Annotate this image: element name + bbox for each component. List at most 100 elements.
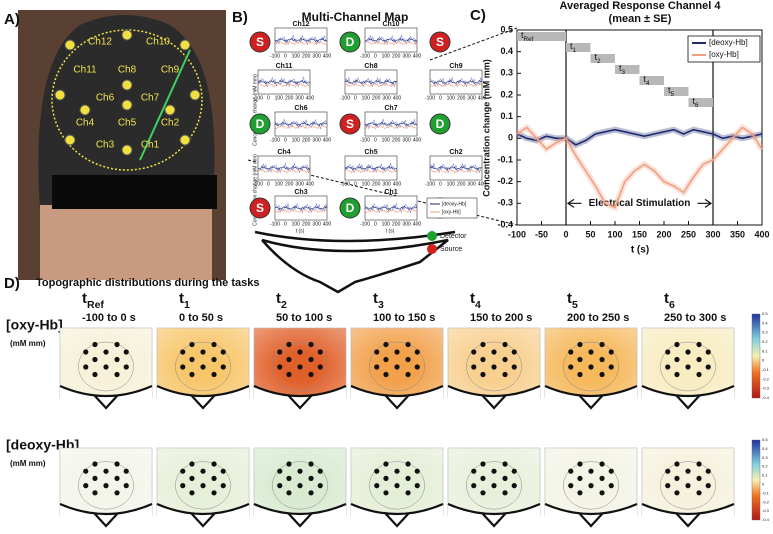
mini-x-tick: 200: [372, 181, 381, 187]
mini-x-tick: 300: [312, 53, 321, 59]
x-tick-label: 350: [730, 229, 745, 239]
optode: [179, 39, 191, 51]
probe-dot: [405, 341, 411, 348]
probe-dot: [405, 475, 411, 481]
window-label: t2: [595, 52, 602, 65]
probe-dot: [374, 468, 380, 474]
probe-dot: [92, 490, 98, 496]
mini-trace: [364, 202, 418, 214]
optode: [64, 39, 76, 51]
head-outline: [156, 384, 250, 410]
mini-plot-title: Ch1: [384, 189, 397, 196]
probe-dot: [103, 483, 109, 489]
probe-dot: [92, 341, 98, 348]
mini-trace: [274, 37, 328, 43]
topo-fade: [448, 328, 540, 398]
optode-letter: D: [346, 35, 355, 49]
column-label: t1: [179, 290, 190, 311]
probe-dot: [608, 364, 614, 370]
probe-dot: [189, 341, 195, 348]
probe-dot: [471, 364, 477, 370]
section-title: Topographic distributions during the tas…: [36, 277, 259, 289]
window-label-main: t: [619, 63, 622, 73]
probe-dot: [511, 483, 517, 489]
mini-trace: [364, 124, 418, 130]
chin-mask: [448, 386, 540, 410]
colorbar-tick: -0.1: [762, 490, 770, 495]
channel-label: Ch10: [146, 37, 170, 48]
head-outline: [447, 384, 541, 410]
source-marker: [249, 197, 271, 219]
connector: [429, 27, 518, 61]
mini-x-tick: 300: [467, 95, 476, 101]
contour: [660, 341, 716, 392]
chin-mask: [157, 504, 249, 528]
probe-dot: [180, 364, 186, 370]
mini-x-tick: 400: [306, 181, 315, 187]
y-tick-label: -0.2: [497, 176, 513, 186]
probe-dot: [674, 461, 680, 467]
mini-x-tick: 400: [478, 95, 487, 101]
detector-label: Detector: [440, 233, 467, 240]
column-range: 100 to 150 s: [373, 312, 435, 324]
head-outline: [641, 502, 735, 528]
probe-dot: [200, 483, 206, 489]
probe-dot: [665, 468, 671, 474]
mini-plot-title: Ch2: [449, 149, 462, 156]
contour: [563, 461, 619, 510]
mini-plot-frame: [364, 27, 418, 53]
window-label-sub: 3: [622, 69, 626, 76]
mini-x-tick: 100: [362, 95, 371, 101]
topo-fade: [642, 328, 734, 398]
mini-x-tick: 300: [295, 95, 304, 101]
mini-x-tick: 100: [275, 95, 284, 101]
mini-x-tick: 400: [323, 221, 332, 227]
window-label: t4: [644, 74, 651, 87]
probe-dot: [502, 356, 508, 363]
mini-x-tick: 200: [372, 95, 381, 101]
mini-x-tick: 300: [382, 181, 391, 187]
probe-dot: [405, 490, 411, 496]
probe-dot: [665, 349, 671, 355]
column-label-main: t: [470, 290, 475, 307]
channel-label: Ch7: [141, 93, 160, 104]
head-outline: [447, 502, 541, 528]
optode: [64, 134, 76, 146]
topo-fade: [254, 328, 346, 398]
chart-title: Averaged Response Channel 4: [560, 0, 722, 12]
mini-x-tick: 100: [382, 53, 391, 59]
colorbar-tick: -0.2: [762, 499, 770, 504]
chin-mask: [60, 504, 152, 528]
y-tick-label: -0.3: [497, 198, 513, 208]
probe-dot: [696, 461, 702, 467]
y-tick-label: 0.5: [500, 24, 513, 34]
probe-dot: [114, 461, 120, 467]
probe-dot: [577, 356, 583, 363]
x-tick-label: 250: [681, 229, 696, 239]
x-tick-label: 300: [705, 229, 720, 239]
mini-plot-title: Ch10: [382, 21, 399, 28]
mini-x-tick: 100: [447, 181, 456, 187]
column-label-sub: 3: [378, 299, 384, 311]
probe-dot: [502, 371, 508, 378]
mini-trace: [429, 168, 483, 174]
probe-dot: [286, 371, 292, 378]
mini-x-tick: 400: [478, 181, 487, 187]
time-window: [688, 98, 713, 107]
optode-letter: S: [436, 35, 444, 49]
optode: [121, 99, 133, 111]
mini-x-tick: 0: [374, 221, 377, 227]
mini-x-tick: 0: [374, 137, 377, 143]
mini-x-tick: 100: [292, 221, 301, 227]
contour: [466, 341, 522, 392]
topo-fade: [545, 328, 637, 398]
optode-letter: S: [256, 201, 264, 215]
contour: [272, 341, 328, 392]
colorbar-tick: 0.2: [762, 339, 768, 344]
mini-x-tick: 100: [382, 137, 391, 143]
probe-dot: [308, 371, 314, 378]
column-label: tRef: [82, 290, 104, 311]
mini-x-tick: 100: [447, 95, 456, 101]
mini-trace: [274, 208, 328, 214]
probe-dot: [588, 364, 594, 370]
